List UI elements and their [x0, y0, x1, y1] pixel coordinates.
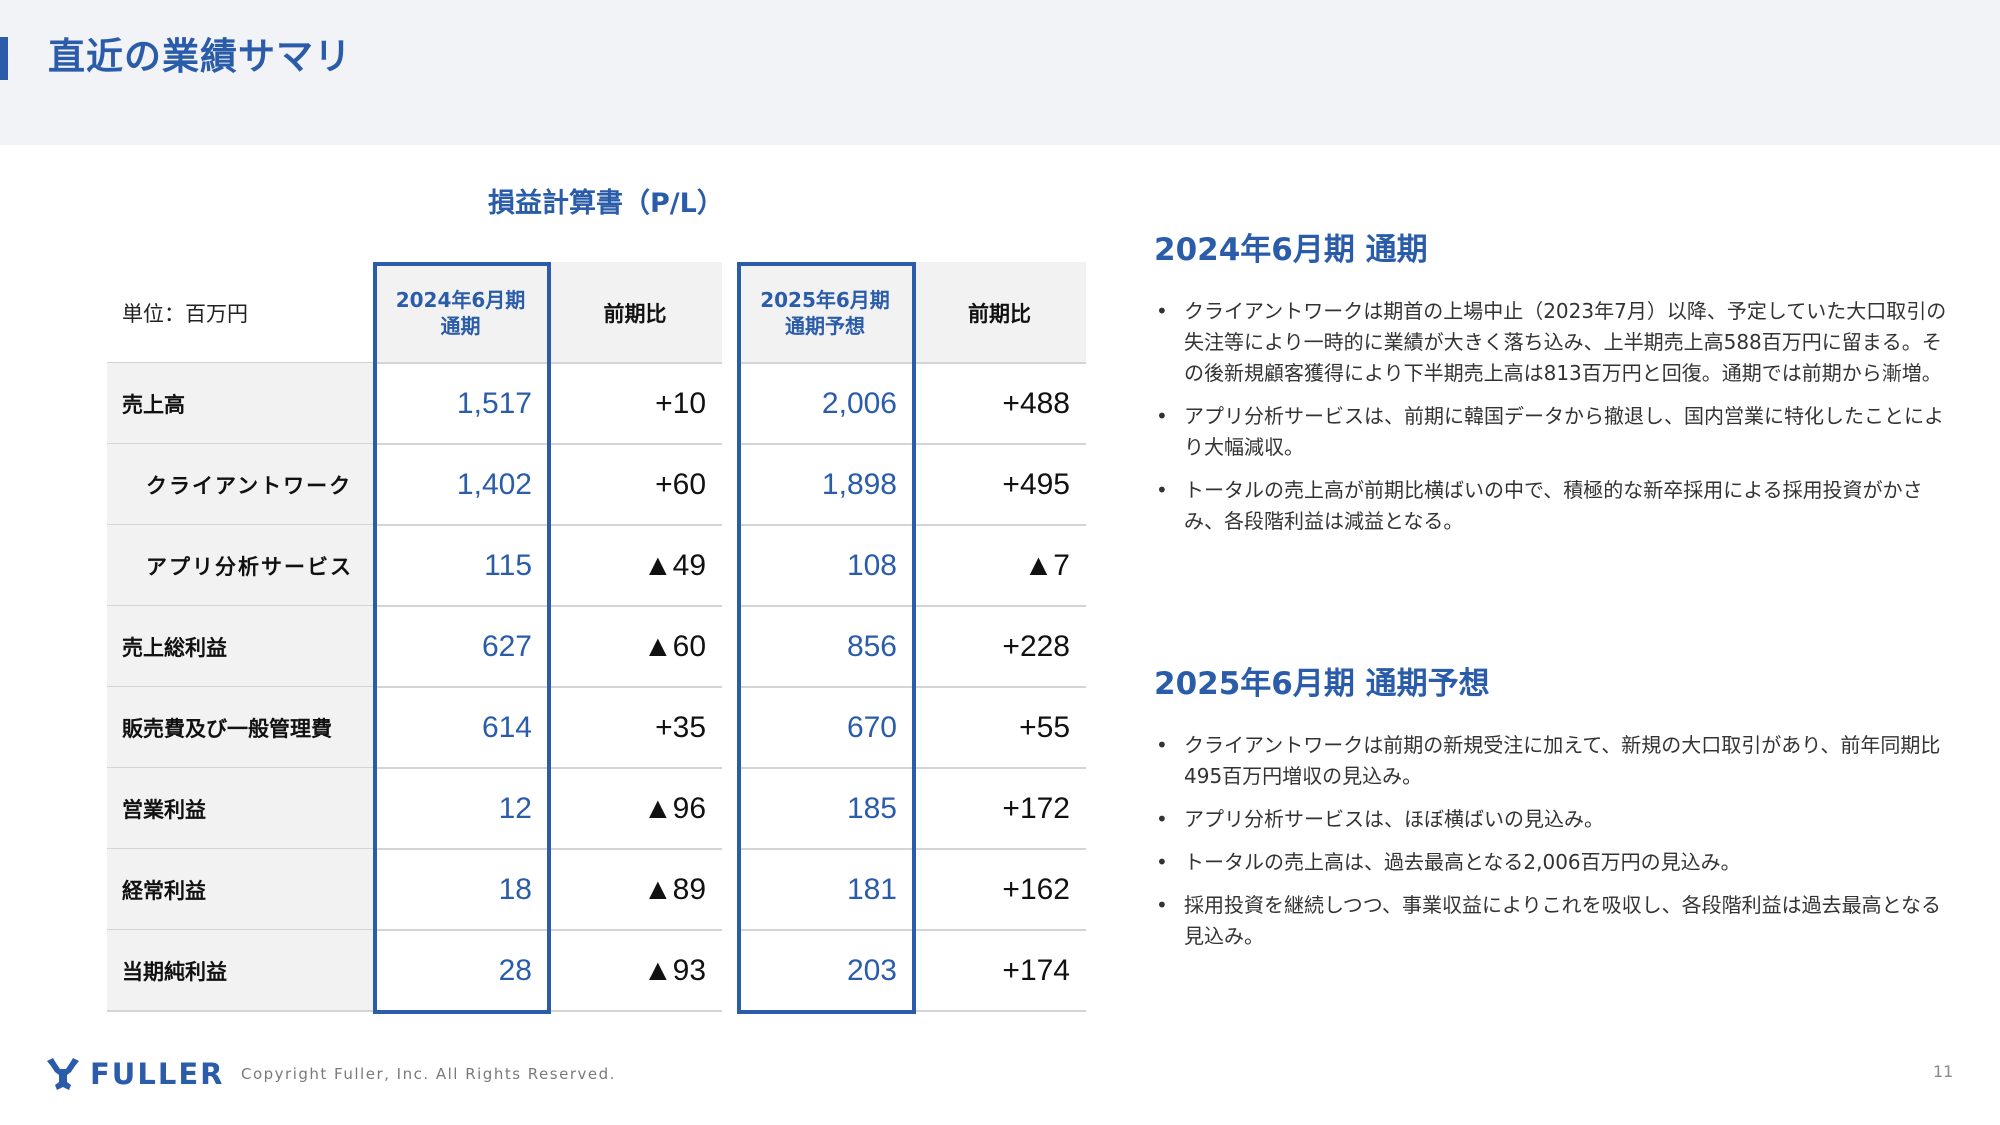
table-row: 当期純利益 28 ▲93 203 +174 [107, 930, 1086, 1011]
table-header-row: 単位：百万円 2024年6月期 通期 前期比 2025年6月期 通期予想 前期比 [107, 262, 1086, 363]
bullet-text: クライアントワークは前期の新規受注に加えて、新規の大口取引があり、前年同期比49… [1184, 733, 1941, 788]
fy2024-value: 12 [498, 791, 532, 825]
fy2024-diff-value: +35 [655, 710, 706, 744]
row-divider [107, 1010, 1086, 1012]
table-row: 営業利益 12 ▲96 185 +172 [107, 768, 1086, 849]
pl-table-title: 損益計算書（P/L） [488, 188, 724, 219]
fy2024-diff-value: +10 [655, 386, 706, 420]
table-row: クライアントワーク 1,402 +60 1,898 +495 [107, 444, 1086, 525]
bullet-icon: • [1156, 478, 1168, 502]
fy2025-value: 856 [846, 629, 897, 663]
table-row: 販売費及び一般管理費 614 +35 670 +55 [107, 687, 1086, 768]
summary-fy2024: 2024年6月期 通期 • クライアントワークは期首の上場中止（2023年7月）以… [1154, 228, 1954, 549]
fy2024-value: 115 [484, 548, 532, 582]
row-label: 売上総利益 [122, 635, 227, 660]
summary-bullet: • クライアントワークは前期の新規受注に加えて、新規の大口取引があり、前年同期比4… [1154, 730, 1954, 792]
bullet-icon: • [1156, 807, 1168, 831]
fy2025-value: 1,898 [821, 467, 897, 501]
fy2024-value: 614 [481, 710, 532, 744]
row-divider [107, 443, 1086, 445]
bullet-text: アプリ分析サービスは、前期に韓国データから撤退し、国内営業に特化したことにより大… [1184, 404, 1944, 459]
row-label: 売上高 [122, 392, 185, 417]
summary-fy2025-heading: 2025年6月期 通期予想 [1154, 666, 1490, 702]
fy2024-value: 28 [498, 953, 532, 987]
row-divider [107, 848, 1086, 850]
table-row: 売上高 1,517 +10 2,006 +488 [107, 363, 1086, 444]
row-label: 経常利益 [122, 878, 206, 903]
row-divider [107, 362, 1086, 364]
fy2024-value: 1,517 [456, 386, 532, 420]
summary-bullet: • トータルの売上高が前期比横ばいの中で、積極的な新卒採用による採用投資がかさみ、… [1154, 475, 1954, 537]
bullet-icon: • [1156, 299, 1168, 323]
row-divider [107, 767, 1086, 769]
row-label: アプリ分析サービス [146, 554, 353, 579]
bullet-icon: • [1156, 404, 1168, 428]
row-divider [107, 605, 1086, 607]
row-divider [107, 686, 1086, 688]
fy2025-diff-value: +228 [1002, 629, 1070, 663]
summary-fy2025-list: • クライアントワークは前期の新規受注に加えて、新規の大口取引があり、前年同期比4… [1154, 730, 1954, 952]
fy2024-diff-value: ▲93 [642, 953, 706, 987]
fuller-logo: FULLER [44, 1057, 224, 1091]
unit-label: 単位：百万円 [122, 301, 248, 326]
header-band [0, 0, 2000, 145]
copyright-text: Copyright Fuller, Inc. All Rights Reserv… [241, 1065, 616, 1083]
fy2025-diff-value: +495 [1002, 467, 1070, 501]
bullet-icon: • [1156, 893, 1168, 917]
fy2024-diff-value: ▲89 [642, 872, 706, 906]
summary-bullet: • アプリ分析サービスは、ほぼ横ばいの見込み。 [1154, 804, 1954, 835]
row-divider [107, 524, 1086, 526]
summary-fy2025: 2025年6月期 通期予想 • クライアントワークは前期の新規受注に加えて、新規の… [1154, 662, 1954, 964]
fy2024-value: 1,402 [456, 467, 532, 501]
row-label: 営業利益 [122, 797, 206, 822]
bullet-icon: • [1156, 733, 1168, 757]
fy2024-diff-value: +60 [655, 467, 706, 501]
title-accent-bar [0, 37, 8, 80]
row-label: 当期純利益 [122, 959, 227, 984]
summary-fy2024-list: • クライアントワークは期首の上場中止（2023年7月）以降、予定していた大口取引… [1154, 296, 1954, 537]
bullet-text: アプリ分析サービスは、ほぼ横ばいの見込み。 [1184, 807, 1604, 831]
fy2025-value: 670 [846, 710, 897, 744]
page-number: 11 [1933, 1062, 1954, 1081]
summary-bullet: • トータルの売上高は、過去最高となる2,006百万円の見込み。 [1154, 847, 1954, 878]
fy2025-diff-value: +174 [1002, 953, 1070, 987]
bullet-text: 採用投資を継続しつつ、事業収益によりこれを吸収し、各段階利益は過去最高となる見込… [1184, 893, 1941, 948]
fy2025-value: 203 [846, 953, 897, 987]
summary-fy2024-heading: 2024年6月期 通期 [1154, 232, 1428, 268]
fy2024-diff-value: ▲96 [642, 791, 706, 825]
table-row: 経常利益 18 ▲89 181 +162 [107, 849, 1086, 930]
summary-bullet: • 採用投資を継続しつつ、事業収益によりこれを吸収し、各段階利益は過去最高となる見… [1154, 890, 1954, 952]
fy2025-diff-value: ▲7 [1023, 548, 1070, 582]
bullet-text: トータルの売上高が前期比横ばいの中で、積極的な新卒採用による採用投資がかさみ、各… [1184, 478, 1923, 533]
fy2024-diff-value: ▲60 [642, 629, 706, 663]
table-row: 売上総利益 627 ▲60 856 +228 [107, 606, 1086, 687]
summary-bullet: • クライアントワークは期首の上場中止（2023年7月）以降、予定していた大口取引… [1154, 296, 1954, 389]
summary-bullet: • アプリ分析サービスは、前期に韓国データから撤退し、国内営業に特化したことにより… [1154, 401, 1954, 463]
col-header-fy2024: 2024年6月期 通期 [373, 262, 548, 363]
bullet-text: トータルの売上高は、過去最高となる2,006百万円の見込み。 [1184, 850, 1741, 874]
fy2025-value: 2,006 [821, 386, 897, 420]
fy2025-diff-value: +162 [1002, 872, 1070, 906]
logo-text: FULLER [90, 1057, 225, 1091]
fy2025-value: 185 [846, 791, 897, 825]
fuller-tri-node-icon [47, 1058, 79, 1090]
page-title: 直近の業績サマリ [48, 35, 352, 78]
bullet-icon: • [1156, 850, 1168, 874]
fy2025-diff-value: +172 [1002, 791, 1070, 825]
row-label: クライアントワーク [146, 473, 353, 498]
fy2025-diff-value: +55 [1019, 710, 1070, 744]
fy2024-value: 18 [498, 872, 532, 906]
row-divider [107, 929, 1086, 931]
row-label: 販売費及び一般管理費 [122, 716, 332, 741]
fy2024-diff-value: ▲49 [642, 548, 706, 582]
bullet-text: クライアントワークは期首の上場中止（2023年7月）以降、予定していた大口取引の… [1184, 299, 1947, 385]
col-header-fy2025: 2025年6月期 通期予想 [737, 262, 913, 363]
col-header-fy2024-diff: 前期比 [548, 262, 722, 363]
table-row: アプリ分析サービス 115 ▲49 108 ▲7 [107, 525, 1086, 606]
fy2024-value: 627 [481, 629, 532, 663]
fy2025-diff-value: +488 [1002, 386, 1070, 420]
col-header-fy2025-diff: 前期比 [913, 262, 1086, 363]
fy2025-value: 181 [846, 872, 897, 906]
fy2025-value: 108 [846, 548, 897, 582]
